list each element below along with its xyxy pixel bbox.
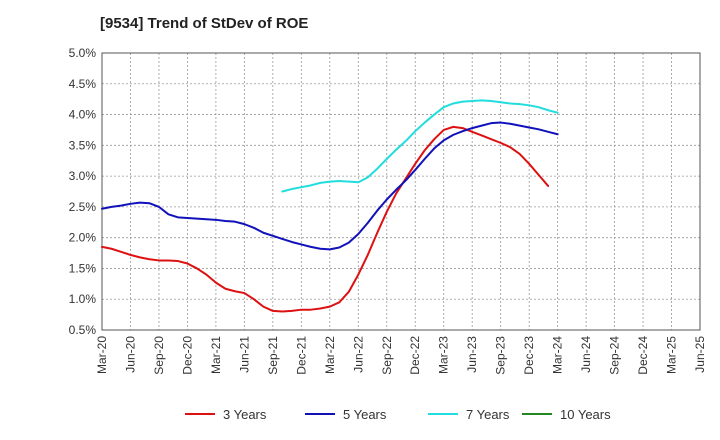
y-tick-label: 4.5%	[69, 77, 97, 91]
x-tick-label: Sep-24	[608, 336, 622, 375]
x-tick-label: Mar-20	[95, 336, 109, 374]
y-tick-label: 2.5%	[69, 200, 97, 214]
x-tick-label: Sep-21	[266, 336, 280, 375]
x-tick-label: Jun-21	[237, 336, 251, 373]
legend-item: 10 Years	[522, 407, 611, 422]
legend-item: 3 Years	[185, 407, 267, 422]
series-layer	[101, 99, 559, 313]
y-axis: 0.5% 1.0% 1.5% 2.0% 2.5% 3.0% 3.5% 4.0% 4.5% 5.0%	[69, 46, 97, 337]
y-tick-label: 1.5%	[69, 261, 97, 275]
x-tick-label: Sep-23	[494, 336, 508, 375]
y-tick-label: 3.5%	[69, 138, 97, 152]
x-tick-label: Jun-24	[579, 336, 593, 373]
x-tick-label: Mar-21	[209, 336, 223, 374]
x-tick-label: Dec-24	[636, 336, 650, 375]
x-tick-label: Dec-22	[408, 336, 422, 375]
legend-label: 10 Years	[560, 407, 611, 422]
x-tick-label: Sep-20	[152, 336, 166, 375]
series-line-3-years	[101, 125, 550, 313]
x-tick-label: Jun-20	[123, 336, 137, 373]
x-tick-label: Jun-22	[351, 336, 365, 373]
legend-label: 7 Years	[466, 407, 510, 422]
x-tick-label: Jun-23	[465, 336, 479, 373]
legend-label: 3 Years	[223, 407, 267, 422]
y-tick-label: 1.0%	[69, 292, 97, 306]
plot-frame	[101, 52, 701, 331]
y-tick-label: 3.0%	[69, 169, 97, 183]
y-tick-label: 2.0%	[69, 231, 97, 245]
x-tick-label: Sep-22	[380, 336, 394, 375]
legend: 3 Years 5 Years 7 Years 10 Years	[185, 407, 611, 422]
x-tick-label: Mar-22	[323, 336, 337, 374]
y-tick-label: 5.0%	[69, 46, 97, 60]
y-tick-label: 0.5%	[69, 323, 97, 337]
x-tick-label: Mar-24	[551, 336, 565, 374]
x-tick-label: Dec-21	[294, 336, 308, 375]
x-tick-label: Dec-20	[180, 336, 194, 375]
x-tick-label: Dec-23	[522, 336, 536, 375]
y-tick-label: 4.0%	[69, 108, 97, 122]
legend-item: 5 Years	[305, 407, 387, 422]
x-tick-label: Mar-25	[665, 336, 679, 374]
legend-item: 7 Years	[428, 407, 510, 422]
x-tick-label: Mar-23	[437, 336, 451, 374]
chart-title: [9534] Trend of StDev of ROE	[100, 15, 308, 32]
series-line-7-years	[281, 99, 559, 193]
series-line-5-years	[101, 121, 559, 251]
x-axis: Mar-20 Jun-20 Sep-20 Dec-20 Mar-21 Jun-21 Sep-…	[95, 336, 707, 375]
legend-label: 5 Years	[343, 407, 387, 422]
x-tick-label: Jun-25	[693, 336, 707, 373]
